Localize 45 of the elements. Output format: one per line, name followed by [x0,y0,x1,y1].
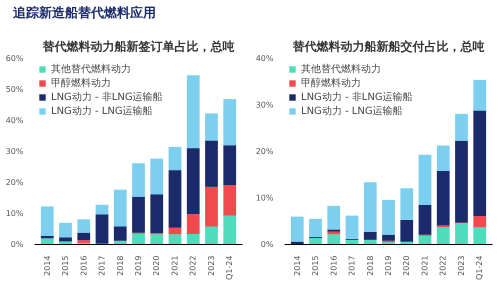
x-tick-label: 2016 [79,256,88,276]
y-tick-label: 40% [256,54,274,63]
x-tick-label: 2015 [311,256,320,276]
text: 追踪新造船替代燃料应用 [13,5,156,23]
x-tick-label: 2018 [116,256,125,276]
y-tick-label: 0% [260,240,274,249]
x-tick-label: 2014 [42,256,52,276]
x-tick-label: Q1-24 [475,256,484,280]
x-tick-label: 2017 [98,256,107,276]
x-tick-label: 2014 [292,256,302,276]
y-tick-label: 60% [6,54,24,63]
y-tick-label: 10% [256,194,274,202]
x-tick-label: 2023 [456,256,466,276]
legend-label: 其他替代燃料动力 [51,62,131,76]
x-tick-label: 2023 [206,256,216,276]
x-tick-label: 2020 [402,256,412,276]
y-tick-label: 50% [6,85,24,94]
legend-label: 甲醇燃料动力 [301,76,361,90]
legend-label: LNG动力 - LNG运输船 [51,104,153,118]
x-tick-label: 2021 [170,256,180,276]
legend-label: LNG动力 - 非LNG运输船 [51,90,163,104]
x-tick-label: 2018 [366,256,375,276]
legend-label: 甲醇燃料动力 [51,76,111,90]
x-tick-label: 2022 [188,256,198,276]
legend-label: LNG动力 - 非LNG运输船 [301,90,413,104]
x-tick-label: 2020 [152,256,162,276]
y-tick-label: 30% [256,100,274,110]
y-tick-label: 20% [6,178,24,187]
x-tick-label: 2021 [420,256,430,276]
legend-label: LNG动力 - LNG运输船 [301,104,403,118]
y-tick-label: 30% [6,147,24,156]
y-tick-label: 40% [6,116,24,125]
chart-title: 替代燃料动力船新签订单占比，总吨 [42,40,234,54]
x-tick-label: 2015 [61,256,70,276]
y-tick-label: 20% [256,147,274,156]
x-tick-label: 2016 [329,256,338,276]
chart-title: 替代燃料动力船新船交付占比，总吨 [292,40,484,54]
x-tick-label: 2017 [348,256,357,276]
x-tick-label: 2019 [384,256,393,276]
x-tick-label: 2019 [134,256,143,276]
y-tick-label: 0% [10,240,24,249]
legend-label: 其他替代燃料动力 [301,62,381,76]
x-tick-label: Q1-24 [225,256,234,280]
x-tick-label: 2022 [438,256,448,276]
y-tick-label: 10% [6,209,24,218]
